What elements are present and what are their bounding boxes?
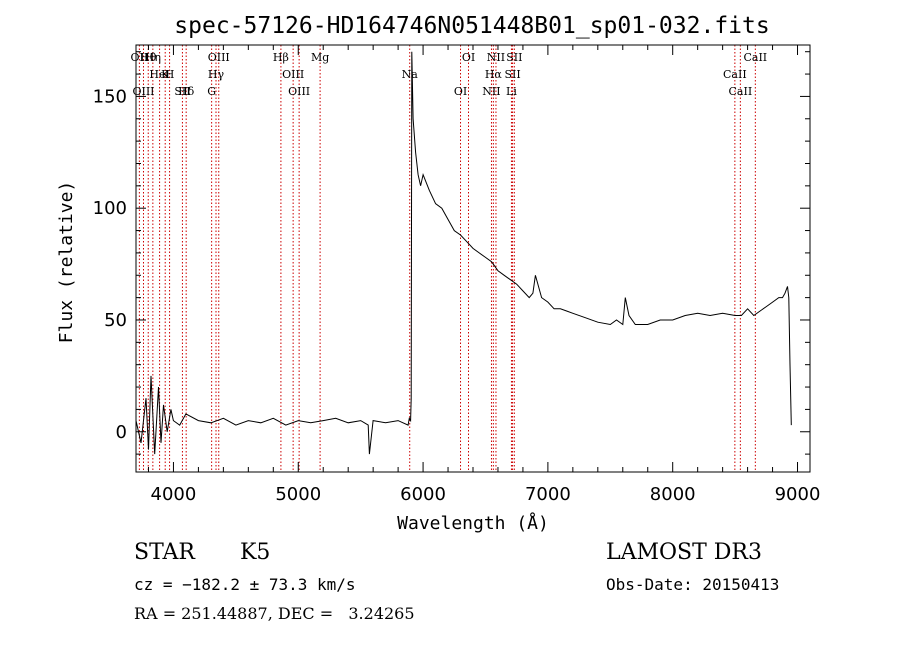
line-label: Hγ [208,68,225,81]
y-tick-label: 0 [116,422,127,443]
line-label: G [207,85,216,98]
line-label: OI [454,85,467,98]
spectrum-chart: spec-57126-HD164746N051448B01_sp01-032.f… [56,13,821,534]
x-tick-label: 5000 [275,484,321,505]
x-tick-label: 8000 [650,484,696,505]
y-axis: 0 50 100 150 [93,51,810,455]
line-label: Li [506,85,517,98]
line-label: CaII [723,68,747,81]
x-tick-label: 4000 [151,484,197,505]
line-label: Hα [485,68,503,81]
y-tick-label: 100 [93,198,127,219]
x-tick-label: 7000 [525,484,571,505]
line-label: Hη [145,51,161,64]
spectrum-line [135,51,792,455]
line-label: NII [482,85,500,98]
line-label: H [165,68,175,81]
line-label: OIII [282,68,304,81]
line-label: NII [487,51,505,64]
line-label: CaII [743,51,767,64]
x-axis-label: Wavelength (Å) [397,512,549,534]
line-label: Hβ [273,51,289,64]
line-label: CaII [729,85,753,98]
line-label: OII [131,51,149,64]
line-label: SII [506,51,522,64]
survey-name: LAMOST DR3 [606,540,762,565]
line-label: K [161,68,170,81]
y-tick-label: 50 [104,310,127,331]
line-label: OIII [132,85,154,98]
plot-frame [135,44,811,473]
redshift-cz: cz = −182.2 ± 73.3 km/s [134,575,356,594]
x-axis: 4000 5000 6000 7000 8000 9000 [147,45,821,505]
obs-date: Obs-Date: 20150413 [606,575,780,594]
line-label: SII [174,85,190,98]
line-label: OIII [288,85,310,98]
line-label: OI [462,51,475,64]
line-label: Hθ [140,51,157,64]
y-axis-label: Flux (relative) [56,181,77,344]
line-label: Na [402,68,419,81]
line-label: SII [504,68,520,81]
object-subclass: K5 [240,540,271,565]
object-type: STAR [134,540,195,565]
chart-title: spec-57126-HD164746N051448B01_sp01-032.f… [174,13,769,39]
x-tick-label: 6000 [400,484,446,505]
line-label: HeI [149,68,169,81]
y-tick-label: 150 [93,86,127,107]
line-label: Hδ [178,85,195,98]
x-tick-label: 9000 [775,484,821,505]
line-label: Mg [311,51,329,64]
emission-line-markers [138,45,756,472]
ra-dec: RA = 251.44887, DEC = 3.24265 [134,604,415,623]
line-label: OIII [208,51,230,64]
